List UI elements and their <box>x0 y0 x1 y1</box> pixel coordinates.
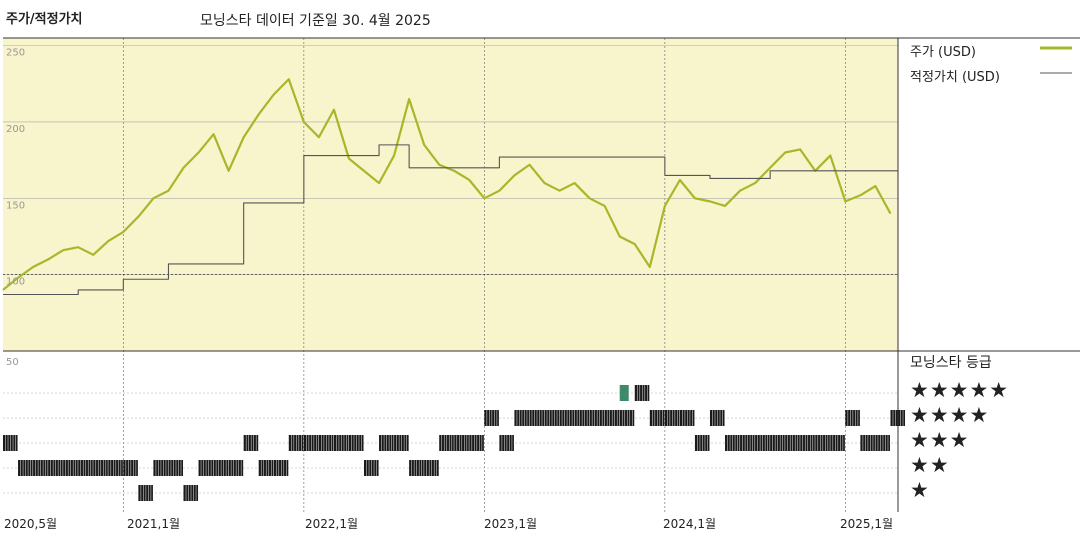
x-label: 2021,1월 <box>127 517 181 531</box>
y-tick-label: 250 <box>6 48 25 59</box>
rating-mark <box>694 435 710 451</box>
y-tick-label: 100 <box>6 277 25 288</box>
rating-mark <box>604 410 620 426</box>
rating-mark <box>78 460 93 476</box>
y-tick-labels: 250 200 150 100 50 <box>6 48 25 368</box>
rating-mark <box>800 435 815 451</box>
rating-mark <box>258 460 274 476</box>
rating-mark <box>725 435 740 451</box>
rating-mark <box>153 460 168 476</box>
rating-mark <box>454 435 469 451</box>
rating-mark <box>815 435 830 451</box>
star-row-5: ★★★★★ <box>910 378 1010 402</box>
rating-mark <box>213 460 229 476</box>
rating-mark <box>559 410 575 426</box>
x-label: 2023,1월 <box>484 517 538 531</box>
chart-title: 주가/적정가치 <box>6 12 83 27</box>
rating-mark <box>574 410 590 426</box>
star-row-3: ★★★ <box>910 428 970 452</box>
rating-mark <box>168 460 184 476</box>
rating-mark <box>364 460 379 476</box>
x-label: 2025,1월 <box>840 517 894 531</box>
star-row-1: ★ <box>910 478 930 502</box>
rating-marks <box>3 385 906 501</box>
star-row-2: ★★ <box>910 453 950 477</box>
rating-mark <box>785 435 800 451</box>
rating-mark <box>198 460 214 476</box>
star-row-4: ★★★★ <box>910 403 990 427</box>
rating-mark <box>439 435 454 451</box>
rating-mark <box>755 435 770 451</box>
rating-mark <box>830 435 845 451</box>
rating-mark <box>108 460 123 476</box>
rating-mark <box>709 410 725 426</box>
rating-mark <box>679 410 695 426</box>
rating-mark <box>484 410 499 426</box>
rating-mark <box>318 435 334 451</box>
rating-mark <box>409 460 424 476</box>
legend-fair-label: 적정가치 (USD) <box>910 70 1000 85</box>
rating-mark <box>544 410 560 426</box>
rating-mark <box>333 435 349 451</box>
rating-mark <box>619 410 635 426</box>
price-panel-background <box>3 38 898 351</box>
rating-mark <box>770 435 785 451</box>
rating-mark <box>379 435 394 451</box>
rating-mark <box>499 435 514 451</box>
y-tick-label: 150 <box>6 200 25 211</box>
rating-mark <box>48 460 63 476</box>
rating-mark <box>3 435 18 451</box>
rating-mark <box>394 435 409 451</box>
rating-title: 모닝스타 등급 <box>910 355 992 371</box>
rating-mark <box>273 460 289 476</box>
rating-mark <box>348 435 364 451</box>
legend-price-label: 주가 (USD) <box>910 45 976 60</box>
rating-mark <box>18 460 33 476</box>
rating-mark <box>138 485 153 501</box>
rating-mark <box>183 485 199 501</box>
x-label: 2022,1월 <box>305 517 359 531</box>
rating-mark <box>860 435 875 451</box>
chart-frame <box>3 37 1080 512</box>
rating-mark <box>875 435 890 451</box>
rating-mark <box>740 435 755 451</box>
rating-mark <box>63 460 78 476</box>
rating-mark <box>845 410 860 426</box>
price-lines <box>2 78 898 296</box>
rating-mark <box>93 460 108 476</box>
rating-mark <box>228 460 244 476</box>
rating-mark <box>529 410 545 426</box>
rating-mark <box>123 460 138 476</box>
rating-mark <box>514 410 529 426</box>
fair-value-series-line <box>3 144 898 296</box>
rating-mark <box>649 410 665 426</box>
rating-mark <box>33 460 48 476</box>
rating-mark <box>589 410 605 426</box>
rating-highlight-mark <box>619 385 629 401</box>
rating-mark <box>303 435 319 451</box>
rating-mark <box>288 435 304 451</box>
rating-mark <box>424 460 439 476</box>
rating-ylim-label: 50 <box>6 357 19 368</box>
x-label: 2024,1월 <box>663 517 717 531</box>
y-tick-label: 200 <box>6 124 25 135</box>
rating-mark <box>664 410 680 426</box>
x-label: 2020,5월 <box>4 517 58 531</box>
rating-mark <box>469 435 484 451</box>
data-date-label: 모닝스타 데이터 기준일 30. 4월 2025 <box>200 13 431 29</box>
rating-mark <box>634 385 650 401</box>
rating-mark <box>243 435 259 451</box>
